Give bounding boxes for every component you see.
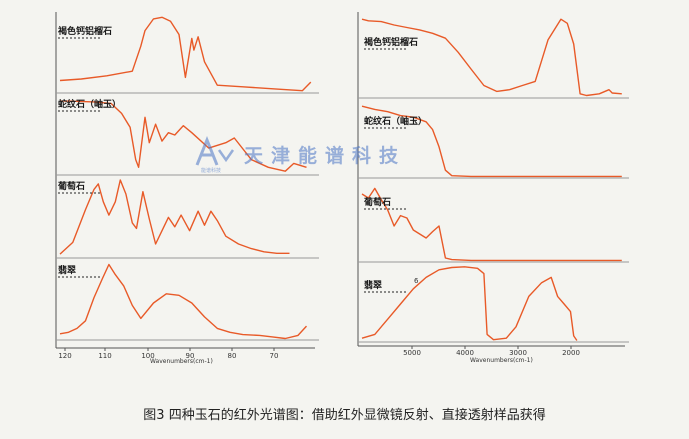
spectrum-line <box>60 100 307 172</box>
x-tick-label: 100 <box>141 352 154 360</box>
series-label: 蛇纹石（岫玉） <box>58 98 121 110</box>
series-annotation: 6 <box>414 277 419 285</box>
series-label: 翡翠 <box>58 264 76 276</box>
x-axis-title: Wavenumbers(cm-1) <box>470 357 533 364</box>
x-tick-label: 70 <box>270 352 279 360</box>
spectrum-line <box>361 18 622 97</box>
x-tick-label: 80 <box>228 352 237 360</box>
x-tick-label: 2000 <box>562 349 580 357</box>
spectrum-line <box>59 179 290 255</box>
spectrum-line <box>361 266 578 341</box>
figure-caption: 图3 四种玉石的红外光谱图：借助红外显微镜反射、直接透射样品获得 <box>143 408 546 423</box>
spectrum-line <box>361 105 622 178</box>
series-label: 葡萄石 <box>57 180 85 192</box>
x-tick-label: 4000 <box>456 349 474 357</box>
series-label: 褐色钙铝榴石 <box>57 25 112 37</box>
series-label: 葡萄石 <box>363 196 391 208</box>
series-label: 褐色钙铝榴石 <box>363 36 418 48</box>
series-label: 蛇纹石（岫玉） <box>364 115 427 127</box>
x-tick-label: 3000 <box>509 349 527 357</box>
watermark-subtext: 能谱科技 <box>201 167 221 174</box>
x-tick-label: 90 <box>186 352 195 360</box>
watermark-logo-icon <box>195 135 235 166</box>
spectrum-line <box>361 187 622 262</box>
x-tick-label: 120 <box>58 352 71 360</box>
x-tick-label: 110 <box>98 352 111 360</box>
watermark-text: 天津能谱科技 <box>244 144 406 167</box>
spectrum-line <box>59 16 312 92</box>
series-label: 翡翠 <box>364 279 382 291</box>
x-tick-label: 5000 <box>403 349 421 357</box>
spectrum-line <box>59 263 308 340</box>
x-axis-title: Wavenumbers(cm-1) <box>150 358 213 365</box>
watermark: 天津能谱科技 能谱科技 <box>195 135 406 174</box>
